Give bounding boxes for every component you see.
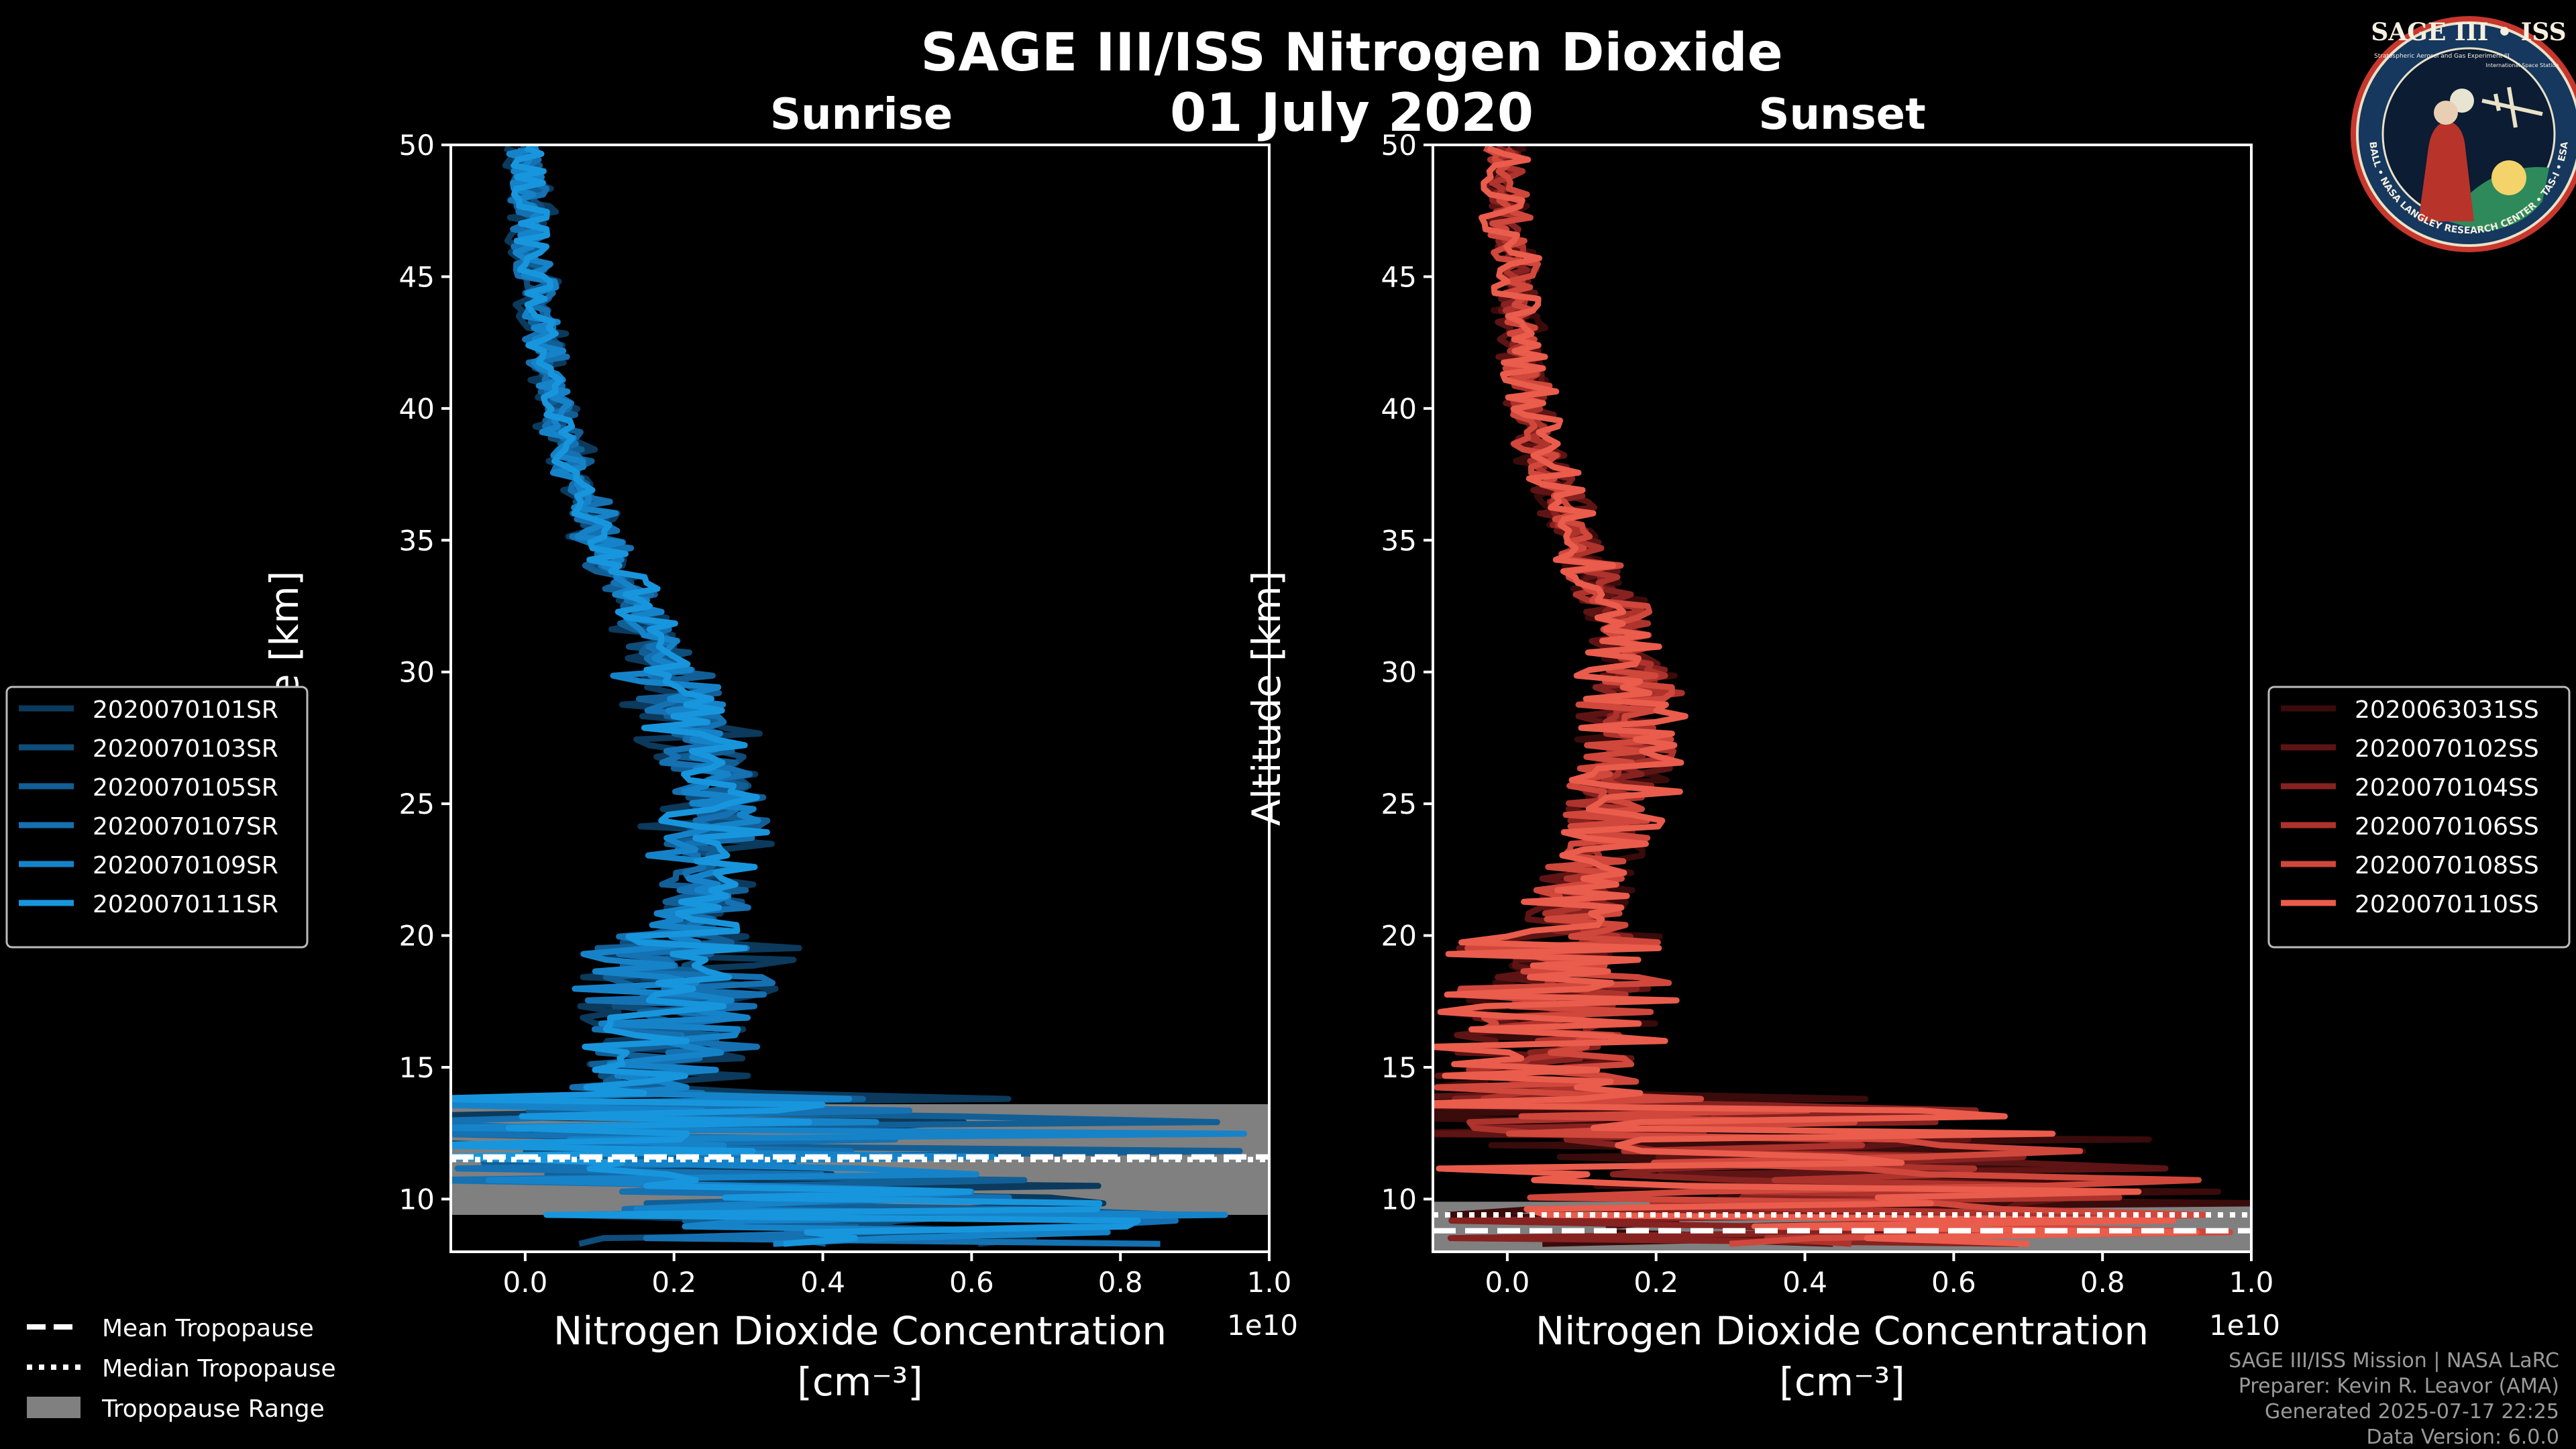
- logo-side-text: International Space Station: [2486, 62, 2559, 68]
- median-tropopause-label: Median Tropopause: [102, 1355, 336, 1383]
- axes-frame: [449, 144, 1271, 1253]
- legend-entry: 2020070101SR: [93, 696, 278, 724]
- legend-entry: 2020063031SS: [2355, 696, 2539, 724]
- y-tick-label: 20: [1381, 920, 1417, 953]
- x-axis-unit: [cm⁻³]: [1779, 1359, 1905, 1405]
- legend-frame: [2267, 686, 2571, 949]
- y-tick-label: 50: [399, 129, 435, 162]
- x-axis-label: Nitrogen Dioxide Concentration: [553, 1308, 1167, 1354]
- x-axis-unit: [cm⁻³]: [797, 1359, 923, 1405]
- legend-frame: [5, 686, 309, 949]
- legend-entry: 2020070102SS: [2355, 735, 2539, 763]
- legend-entry: 2020070110SS: [2355, 891, 2539, 918]
- y-axis-label: Altitude [km]: [1244, 571, 1289, 826]
- x-tick-label: 0.6: [949, 1266, 994, 1299]
- y-tick-label: 40: [1381, 392, 1417, 425]
- mean-tropopause-label: Mean Tropopause: [102, 1315, 314, 1342]
- main-title: SAGE III/ISS Nitrogen Dioxide: [920, 23, 1782, 83]
- tropopause-range-label: Tropopause Range: [101, 1395, 325, 1423]
- panel-title: Sunset: [1758, 90, 1925, 140]
- y-tick-label: 20: [399, 920, 435, 953]
- plot-area: [451, 145, 1269, 1247]
- x-axis-label: Nitrogen Dioxide Concentration: [1536, 1308, 2149, 1354]
- panel-title: Sunrise: [770, 90, 953, 140]
- y-tick-label: 40: [399, 392, 435, 425]
- credit-line: SAGE III/ISS Mission | NASA LaRC: [2229, 1349, 2559, 1373]
- x-tick-label: 1.0: [1247, 1266, 1292, 1299]
- credit-line: Generated 2025-07-17 22:25: [2265, 1400, 2559, 1424]
- profile-line-2020070111SR: [451, 145, 1141, 1247]
- x-offset-label: 1e10: [2209, 1309, 2280, 1342]
- y-tick-label: 25: [1381, 788, 1417, 820]
- legend-entry: 2020070105SR: [93, 774, 278, 802]
- sunset-panel: Sunset 10 15 20 25 30 35 40 45 50 0.0 0.2 0.4 0.6 0.8 1…: [1244, 90, 2571, 1405]
- credits: SAGE III/ISS Mission | NASA LaRC Prepare…: [2229, 1349, 2559, 1449]
- x-tick-label: 0.8: [2080, 1266, 2125, 1299]
- x-tick-label: 0.6: [1931, 1266, 1976, 1299]
- y-tick-label: 30: [1381, 656, 1417, 689]
- y-tick-label: 10: [399, 1183, 435, 1216]
- sage-iss-logo: SAGE III • ISS Stratospheric Aerosol and…: [2351, 16, 2576, 252]
- astronomer-figure-icon: [2418, 121, 2474, 221]
- y-tick-label: 30: [399, 656, 435, 689]
- logo-top-text: SAGE III • ISS: [2371, 18, 2566, 46]
- x-tick-label: 0.4: [800, 1266, 845, 1299]
- series-legend: 2020063031SS 2020070102SS 2020070104SS 2020…: [2267, 686, 2571, 949]
- series-legend: 2020070101SR 2020070103SR 2020070105SR 2020…: [5, 686, 309, 949]
- x-tick-label: 1.0: [2229, 1266, 2274, 1299]
- astronomer-head-icon: [2434, 101, 2458, 125]
- x-tick-label: 0.4: [1782, 1266, 1827, 1299]
- y-tick-label: 45: [1381, 260, 1417, 293]
- x-tick-label: 0.2: [651, 1266, 696, 1299]
- profile-line-2020070110SS: [1433, 145, 2200, 1247]
- y-tick-label: 45: [399, 260, 435, 293]
- profile-line-2020070108SS: [1434, 145, 2233, 1247]
- legend-entry: 2020070104SS: [2355, 774, 2539, 802]
- legend-entry: 2020070109SR: [93, 852, 278, 879]
- y-tick-label: 15: [1381, 1051, 1417, 1084]
- credit-line: Data Version: 6.0.0: [2367, 1426, 2559, 1449]
- legend-entry: 2020070111SR: [93, 891, 278, 918]
- date-title: 01 July 2020: [1170, 83, 1534, 144]
- x-tick-label: 0.2: [1633, 1266, 1678, 1299]
- x-tick-label: 0.0: [1485, 1266, 1530, 1299]
- y-tick-label: 50: [1381, 129, 1417, 162]
- moon-icon: [2491, 160, 2526, 195]
- y-tick-label: 15: [399, 1051, 435, 1084]
- tropopause-range-swatch: [27, 1397, 80, 1418]
- iss-station-icon: [2481, 87, 2543, 128]
- sunrise-panel: Sunrise 10 15 20 25 30 35 40 45 50 0.0 0.2 0.4 0.6 0.8…: [5, 90, 1298, 1405]
- x-offset-label: 1e10: [1227, 1309, 1298, 1342]
- legend-entry: 2020070108SS: [2355, 852, 2539, 879]
- legend-entry: 2020070103SR: [93, 735, 278, 763]
- logo-inner-text: Stratospheric Aerosol and Gas Experiment…: [2374, 53, 2510, 60]
- profile-line-2020070109SR: [451, 145, 1248, 1247]
- axes-frame: [1432, 144, 2253, 1253]
- legend-entry: 2020070106SS: [2355, 813, 2539, 841]
- y-tick-label: 35: [1381, 524, 1417, 557]
- x-tick-label: 0.8: [1098, 1266, 1143, 1299]
- credit-line: Preparer: Kevin R. Leavor (AMA): [2239, 1375, 2559, 1398]
- legend-entry: 2020070107SR: [93, 813, 278, 841]
- plot-area: [1433, 145, 2251, 1252]
- y-tick-label: 10: [1381, 1183, 1417, 1216]
- x-tick-label: 0.0: [503, 1266, 548, 1299]
- tropopause-legend: Mean Tropopause Median Tropopause Tropop…: [27, 1315, 336, 1423]
- y-tick-label: 35: [399, 524, 435, 557]
- y-tick-label: 25: [399, 788, 435, 820]
